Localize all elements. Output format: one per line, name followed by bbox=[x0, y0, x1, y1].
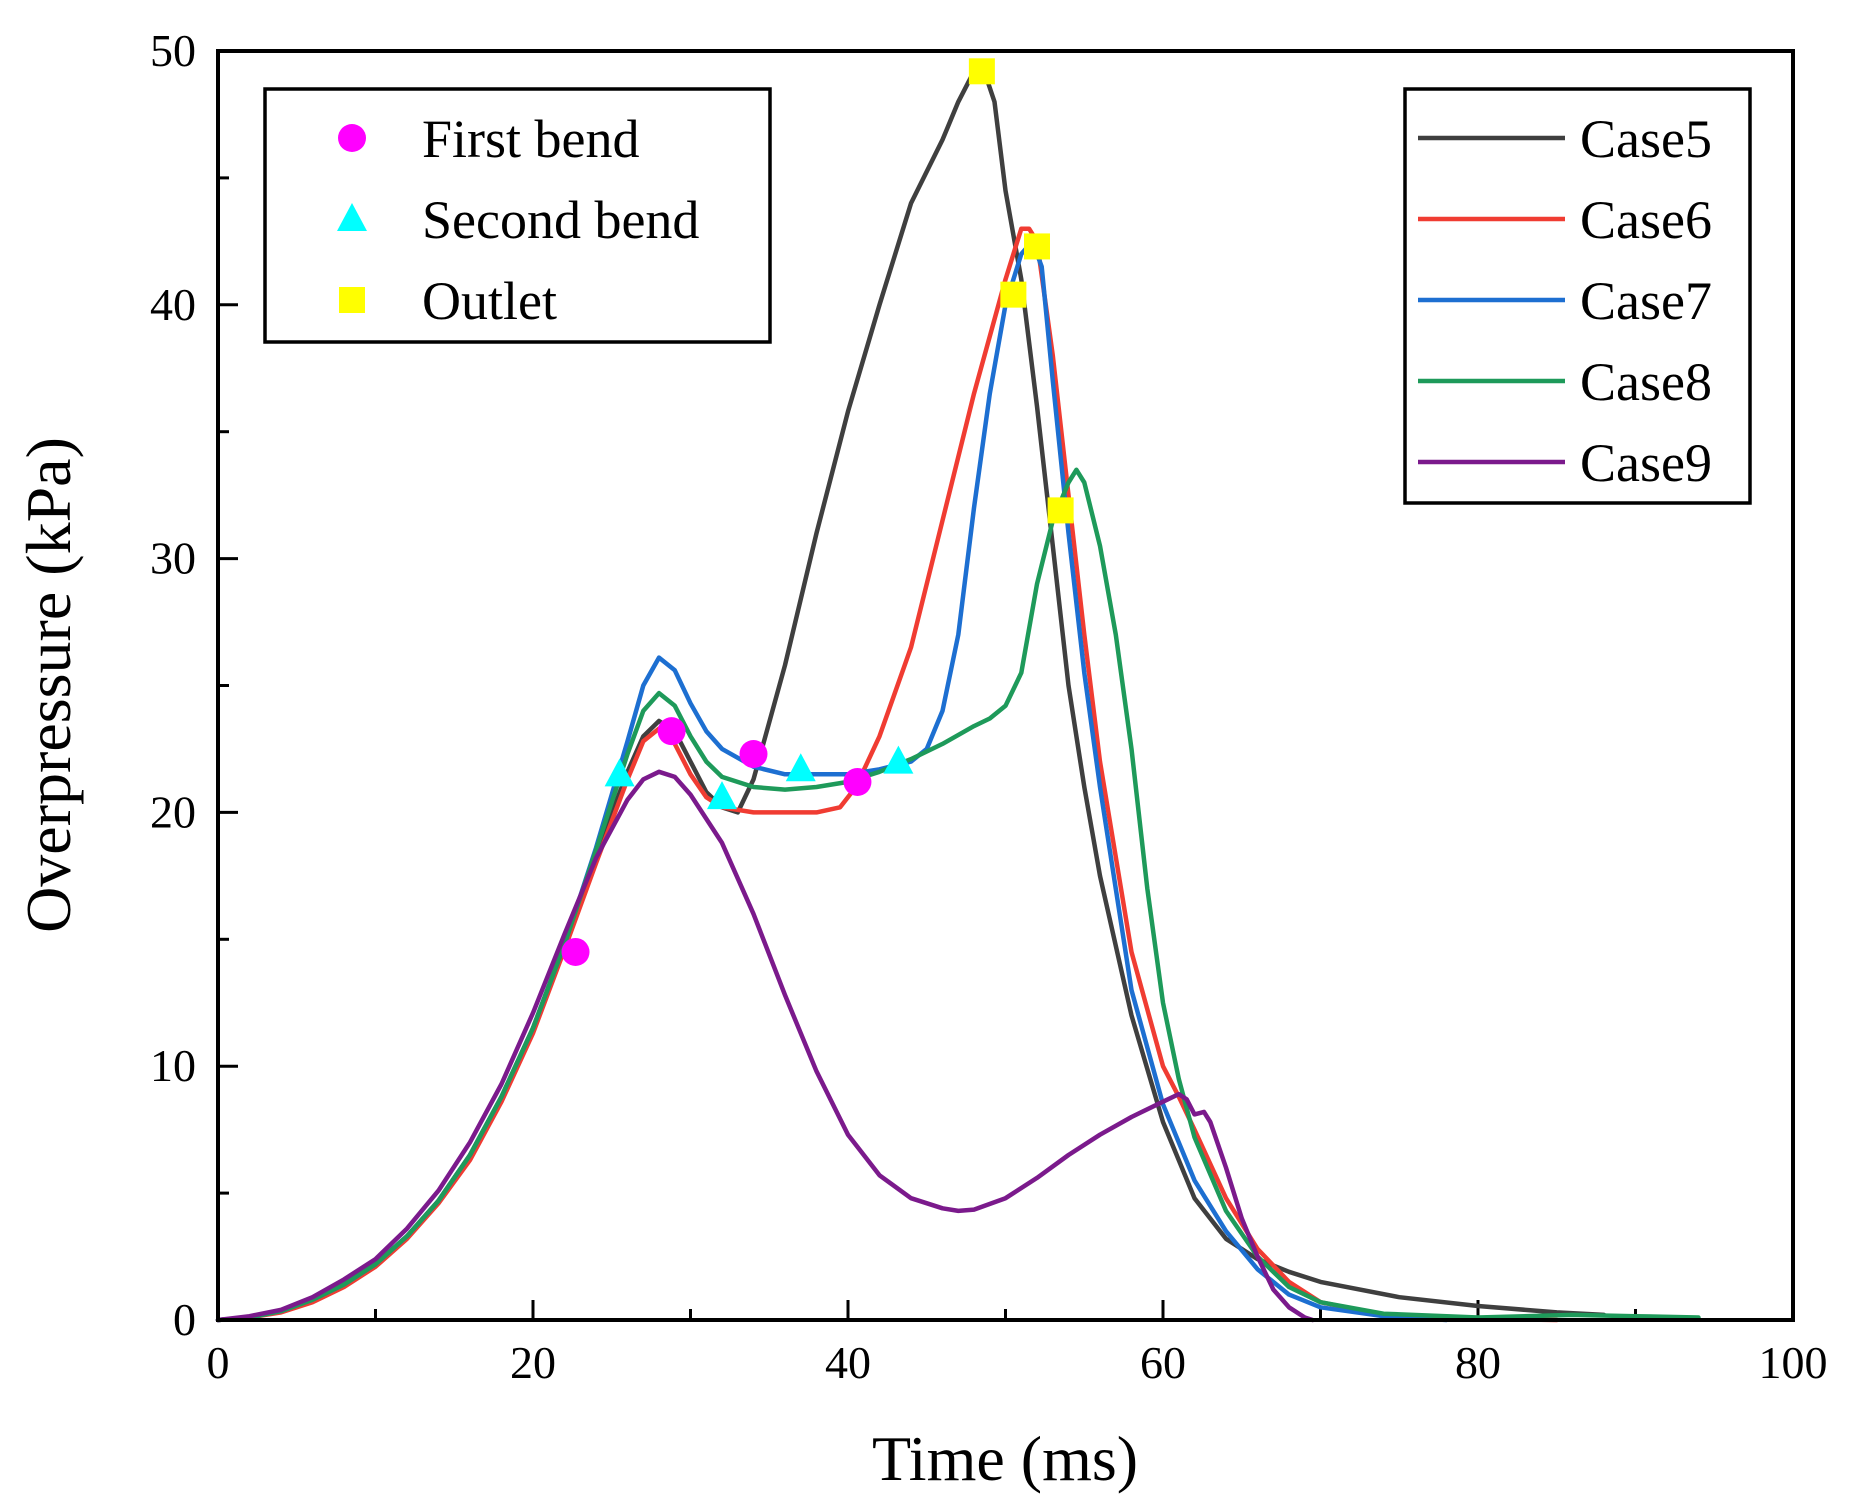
legend-label-case7: Case7 bbox=[1580, 271, 1712, 331]
marker-outlet bbox=[968, 58, 995, 85]
x-tick-label: 40 bbox=[825, 1337, 871, 1388]
series-line-case6 bbox=[215, 226, 1560, 1323]
y-tick-label: 0 bbox=[173, 1294, 196, 1345]
y-tick-label: 50 bbox=[150, 25, 196, 76]
marker-second-bend bbox=[707, 781, 737, 810]
x-tick-label: 80 bbox=[1455, 1337, 1501, 1388]
legend-symbol-first-bend bbox=[338, 124, 366, 152]
legend-symbol-outlet bbox=[339, 287, 365, 313]
legend-label-outlet: Outlet bbox=[422, 271, 557, 331]
legend-label-case8: Case8 bbox=[1580, 352, 1712, 412]
y-tick-label: 10 bbox=[150, 1040, 196, 1091]
x-tick-label: 100 bbox=[1759, 1337, 1828, 1388]
y-tick-label: 20 bbox=[150, 786, 196, 837]
marker-second-bend bbox=[785, 753, 816, 782]
legend-label-first-bend: First bend bbox=[422, 109, 640, 169]
marker-first-bend bbox=[657, 717, 686, 746]
x-tick-label: 0 bbox=[207, 1337, 230, 1388]
marker-legend: First bend Second bend Outlet bbox=[263, 87, 772, 344]
tick-labels: 0 20 40 60 80 100 0 10 20 30 40 50 bbox=[150, 25, 1828, 1388]
x-tick-label: 60 bbox=[1140, 1337, 1186, 1388]
legend-label-case6: Case6 bbox=[1580, 190, 1712, 250]
marker-second-bend bbox=[604, 758, 635, 787]
x-axis-title: Time (ms) bbox=[872, 1423, 1138, 1494]
y-axis-title: Overpressure (kPa) bbox=[13, 437, 84, 933]
marker-second-bend bbox=[883, 745, 914, 774]
series-line-case8 bbox=[215, 467, 1701, 1323]
series-line-case7 bbox=[215, 239, 1449, 1323]
series-legend-box bbox=[1403, 87, 1752, 505]
y-tick-label: 30 bbox=[150, 533, 196, 584]
legend-label-case9: Case9 bbox=[1580, 433, 1712, 493]
series-legend: Case5 Case6 Case7 Case8 Case9 bbox=[1403, 87, 1752, 505]
legend-label-case5: Case5 bbox=[1580, 109, 1712, 169]
marker-outlet bbox=[1000, 281, 1027, 308]
series-line-case9 bbox=[215, 769, 1315, 1323]
marker-first-bend bbox=[843, 767, 872, 796]
marker-first-bend bbox=[561, 937, 590, 966]
marker-first-bend bbox=[739, 740, 768, 769]
marker-layer bbox=[561, 58, 1074, 966]
y-tick-label: 40 bbox=[150, 279, 196, 330]
marker-outlet bbox=[1024, 233, 1050, 260]
legend-label-second-bend: Second bend bbox=[422, 190, 699, 250]
legend-symbol-second-bend bbox=[337, 203, 367, 231]
plot-frame bbox=[216, 49, 1795, 1322]
x-tick-label: 20 bbox=[510, 1337, 556, 1388]
marker-outlet bbox=[1047, 497, 1074, 524]
